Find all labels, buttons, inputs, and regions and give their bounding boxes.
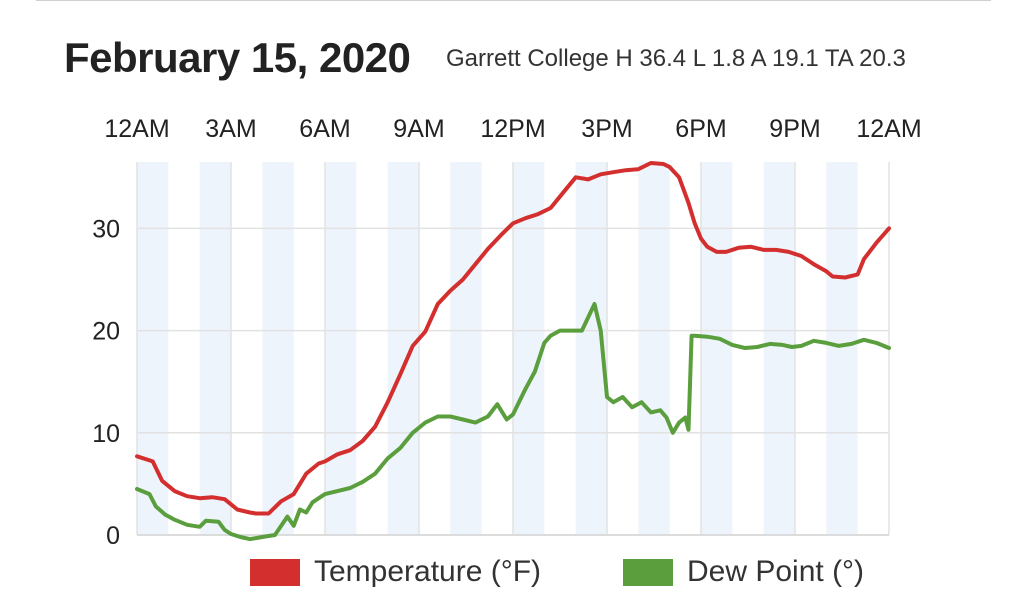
- hour-shade-band: [450, 162, 482, 535]
- hour-shade-band: [826, 162, 858, 535]
- x-tick-label: 6AM: [299, 115, 350, 143]
- x-tick-label: 12AM: [856, 115, 921, 143]
- x-tick-label: 12AM: [104, 115, 169, 143]
- x-tick-label: 12PM: [480, 115, 545, 143]
- hour-shade-band: [701, 162, 733, 535]
- y-tick-label: 0: [106, 522, 120, 550]
- hour-shade-band: [325, 162, 357, 535]
- hour-shade-band: [638, 162, 670, 535]
- temperature-line: [135, 161, 891, 516]
- y-tick-label: 20: [92, 318, 120, 346]
- legend-item-dew-point[interactable]: Dew Point (°): [623, 555, 864, 589]
- hour-shade-band: [262, 162, 294, 535]
- legend-label-dew-point: Dew Point (°): [687, 555, 865, 588]
- legend-label-temperature: Temperature (°F): [314, 555, 542, 588]
- x-tick-label: 6PM: [675, 115, 726, 143]
- station-summary: Garrett College H 36.4 L 1.8 A 19.1 TA 2…: [446, 45, 906, 72]
- dew-point-swatch: [623, 558, 673, 586]
- hour-shade-band: [199, 162, 231, 535]
- legend-item-temperature[interactable]: Temperature (°F): [250, 555, 541, 589]
- y-tick-label: 30: [92, 215, 120, 243]
- x-tick-label: 3AM: [205, 115, 256, 143]
- temperature-swatch: [250, 558, 300, 586]
- page-title: February 15, 2020: [64, 34, 411, 81]
- top-divider: [36, 0, 991, 1]
- y-tick-label: 10: [92, 420, 120, 448]
- x-tick-label: 3PM: [581, 115, 632, 143]
- hour-shade-band: [513, 162, 545, 535]
- hour-shade-band: [137, 162, 169, 535]
- dew-point-line: [135, 302, 891, 542]
- x-tick-label: 9PM: [769, 115, 820, 143]
- x-tick-label: 9AM: [393, 115, 444, 143]
- hour-shade-band: [387, 162, 419, 535]
